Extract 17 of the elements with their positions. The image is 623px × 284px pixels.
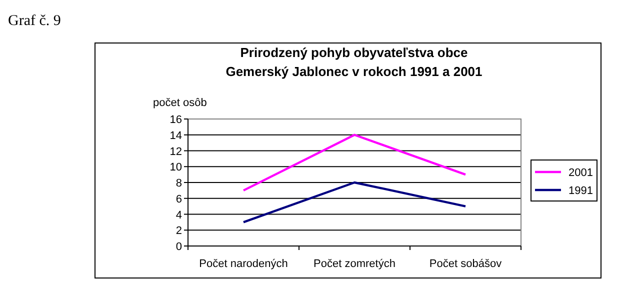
chart-title: Prirodzený pohyb obyvateľstva obce Gemerský Jablonec v rokoch 1991 a 2001 — [226, 45, 482, 79]
y-tick-label: 12 — [170, 146, 182, 158]
y-tick-label: 14 — [170, 130, 182, 142]
y-tick-label: 8 — [176, 178, 182, 190]
y-tick-label: 6 — [176, 193, 182, 206]
y-tick-label: 2 — [176, 225, 182, 238]
x-tick-label: Počet zomretých — [314, 258, 396, 270]
y-tick-label: 0 — [176, 241, 182, 253]
y-tick-label: 4 — [176, 209, 182, 222]
text: Graf č. 9 — [8, 13, 61, 29]
x-tick-label: Počet sobášov — [429, 258, 502, 270]
y-axis-title: počet osôb — [153, 97, 207, 109]
y-tick-label: 10 — [170, 162, 182, 174]
legend-label: 1991 — [568, 185, 593, 197]
x-tick-label: Počet narodených — [199, 258, 288, 270]
legend-label: 2001 — [568, 167, 593, 179]
y-tick-label: 16 — [170, 114, 182, 126]
